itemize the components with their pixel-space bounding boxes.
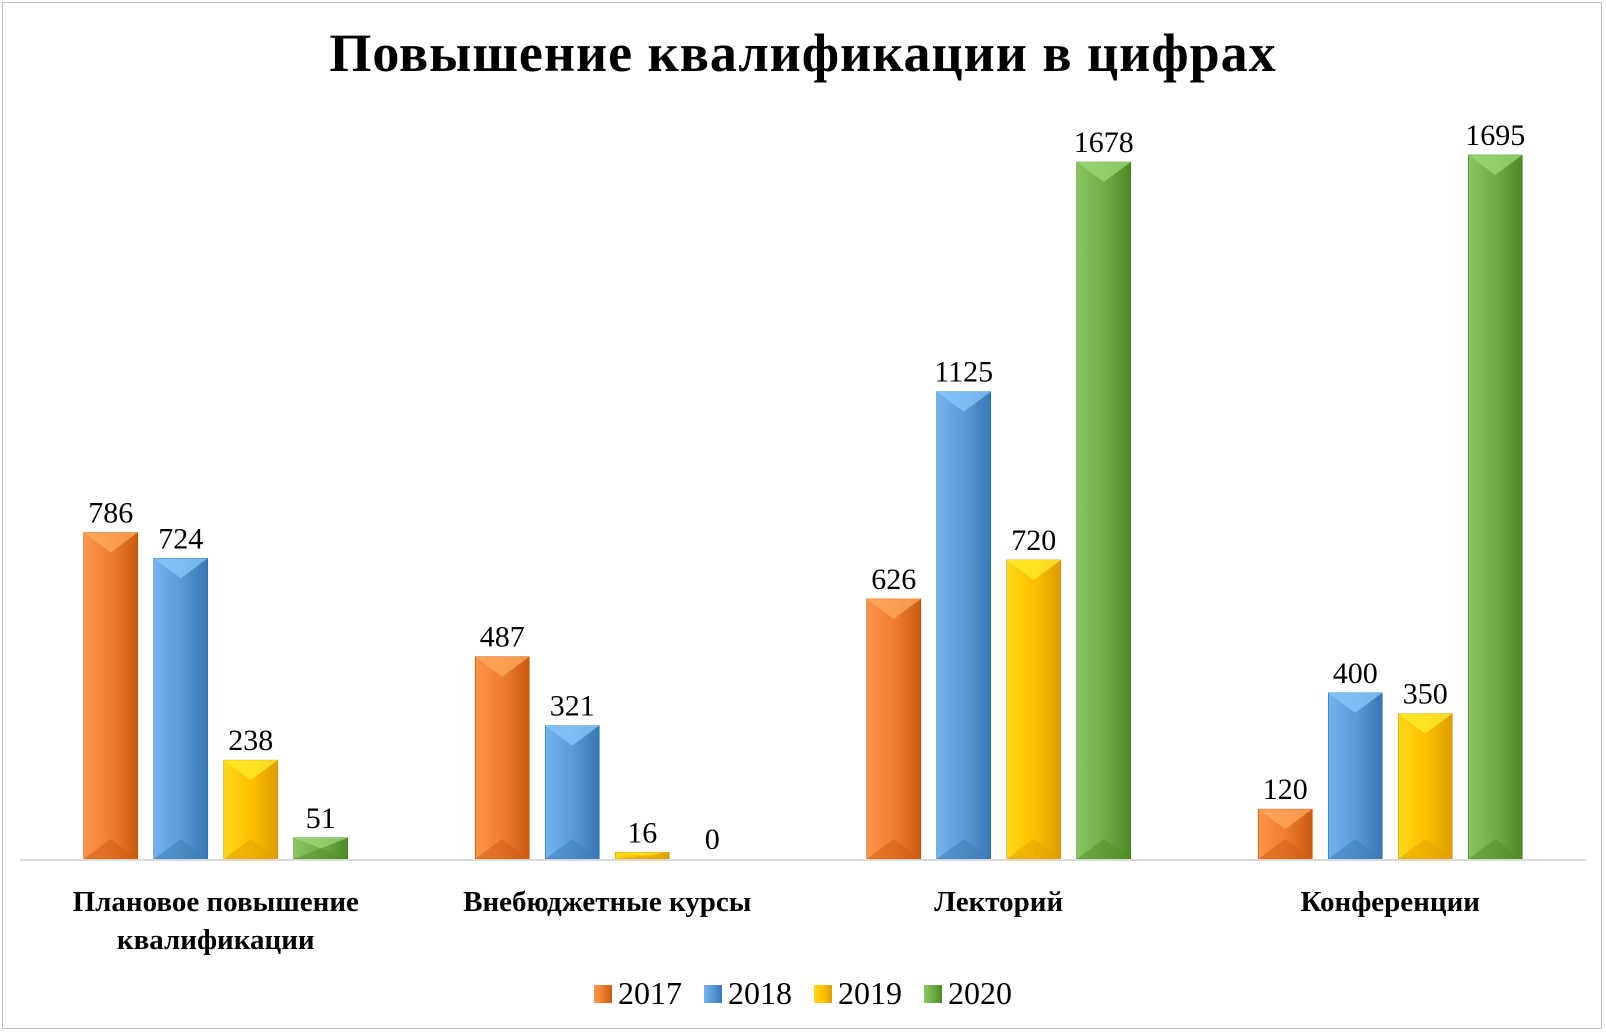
value-label-2017-0: 786 [88, 497, 133, 530]
bar-2017-2 [866, 598, 922, 860]
bar-2019-2 [1006, 559, 1062, 860]
bar-2019-3 [1397, 713, 1453, 860]
legend-item-2020: 2020 [924, 975, 1012, 1012]
bar-2020-2 [1076, 161, 1132, 860]
legend-label-2017: 2017 [618, 975, 682, 1011]
category-label-1: Внебюджетные курсы [463, 886, 751, 918]
value-label-2018-2: 1125 [934, 356, 993, 389]
bar-2017-3 [1257, 808, 1313, 860]
value-label-2019-0: 238 [228, 724, 273, 757]
legend-item-2018: 2018 [704, 975, 792, 1012]
bar-2020-0 [293, 837, 349, 860]
legend-label-2018: 2018 [728, 975, 792, 1011]
value-label-2020-0: 51 [306, 802, 336, 835]
value-labels-group: 786 724 238 51 487 321 16 0 626 1125 720 1678 120 400… [88, 119, 1525, 856]
legend-label-2020: 2020 [948, 975, 1012, 1011]
value-label-2020-1: 0 [705, 823, 720, 856]
chart-title: Повышение квалификации в цифрах [329, 23, 1277, 83]
value-label-2020-3: 1695 [1465, 119, 1525, 152]
value-label-2018-1: 321 [550, 690, 595, 723]
legend-swatch-2019 [814, 984, 832, 1003]
legend-item-2017: 2017 [594, 975, 682, 1012]
bar-2017-0 [83, 532, 139, 860]
category-label-0: Плановое повышение квалификации [73, 886, 359, 956]
legend-swatch-2017 [594, 984, 612, 1003]
value-label-2017-3: 120 [1263, 773, 1308, 806]
legend-item-2019: 2019 [814, 975, 902, 1012]
value-label-2020-2: 1678 [1074, 126, 1134, 159]
legend-label-2019: 2019 [838, 975, 902, 1011]
legend: 2017 2018 2019 2020 [0, 975, 1606, 1012]
category-labels-group: Плановое повышение квалификации Внебюджетн… [73, 886, 1480, 956]
category-label-3: Конференции [1300, 886, 1480, 918]
category-label-2: Лекторий [934, 886, 1063, 918]
value-label-2017-2: 626 [871, 563, 916, 596]
bar-2020-3 [1467, 154, 1523, 860]
value-label-2018-0: 724 [158, 522, 203, 555]
bars-group [83, 154, 1523, 860]
bar-2018-2 [936, 391, 992, 860]
bar-2019-1 [614, 852, 670, 860]
value-label-2019-1: 16 [627, 816, 657, 849]
bar-2018-1 [544, 725, 600, 860]
bar-2018-0 [153, 557, 209, 860]
value-label-2018-3: 400 [1333, 657, 1378, 690]
value-label-2019-3: 350 [1403, 678, 1448, 711]
bar-2018-3 [1327, 692, 1383, 860]
value-label-2019-2: 720 [1011, 524, 1056, 557]
legend-swatch-2018 [704, 984, 722, 1003]
bar-2019-0 [223, 759, 279, 860]
legend-swatch-2020 [924, 984, 942, 1003]
value-label-2017-1: 487 [480, 621, 525, 654]
bar-2017-1 [474, 656, 530, 860]
